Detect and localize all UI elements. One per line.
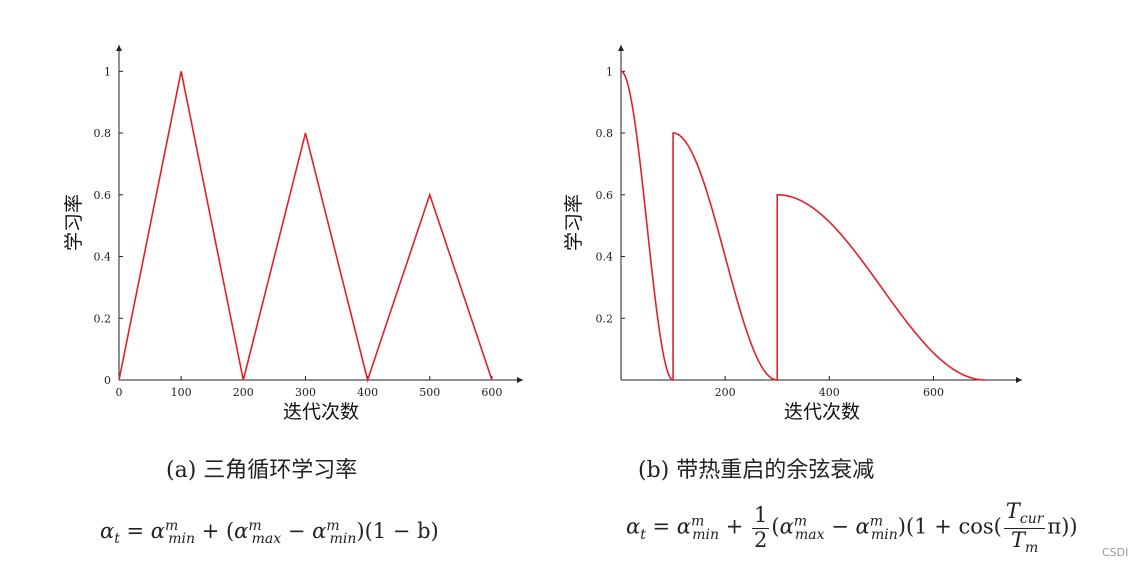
y-tick-label: 0.6 [596, 189, 614, 202]
x-tick-label: 300 [295, 386, 316, 399]
y-axis-label: 学习率 [63, 194, 85, 251]
x-axis-label: 迭代次数 [784, 401, 860, 423]
y-tick-label: 0.4 [94, 251, 112, 264]
y-tick-label: 0.8 [596, 127, 614, 140]
y-axis-arrow [618, 45, 624, 51]
x-axis-label: 迭代次数 [283, 401, 359, 423]
y-tick-label: 0.2 [94, 312, 112, 325]
x-tick-label: 100 [171, 386, 192, 399]
x-tick-label: 600 [481, 386, 502, 399]
series-line-0 [118, 71, 493, 383]
formula-b: αt = αmmin + 1 2 (αmmax − αmmin)(1 + cos(T… [626, 499, 1078, 556]
x-tick-label: 400 [819, 386, 840, 399]
y-tick-label: 0.6 [94, 189, 112, 202]
x-tick-label: 600 [923, 386, 944, 399]
y-axis-arrow [116, 45, 122, 51]
x-tick-label: 200 [715, 386, 736, 399]
caption-a: (a) 三角循环学习率 [166, 458, 358, 483]
x-axis-arrow [517, 377, 523, 383]
x-tick-label: 500 [419, 386, 440, 399]
watermark: CSDI [1102, 546, 1129, 559]
formula-a: αt = αmmin + (αmmax − αmmin)(1 − b) [100, 518, 439, 548]
chart-b-cosine-restart: 200 400 600 0.2 0.4 0.6 0.8 1 迭代次数 学习率 [563, 45, 1022, 423]
y-tick-label: 0.4 [596, 251, 614, 264]
series-line-0 [620, 70, 986, 381]
y-axis-label: 学习率 [563, 194, 585, 251]
y-tick-label: 0.2 [596, 312, 614, 325]
x-axis-arrow [1016, 377, 1022, 383]
x-tick-label: 400 [357, 386, 378, 399]
y-tick-label: 0.8 [94, 127, 112, 140]
y-tick-label: 0 [104, 374, 111, 387]
y-tick-label: 1 [104, 65, 111, 78]
chart-a-triangular: 0 100 200 300 400 500 600 0 0.2 0.4 0.6 0.8 1 迭代次数 学习率 [63, 45, 523, 423]
caption-b: (b) 带热重启的余弦衰减 [638, 458, 875, 483]
x-tick-label: 200 [233, 386, 254, 399]
y-tick-label: 1 [606, 65, 613, 78]
x-tick-label: 0 [116, 386, 123, 399]
